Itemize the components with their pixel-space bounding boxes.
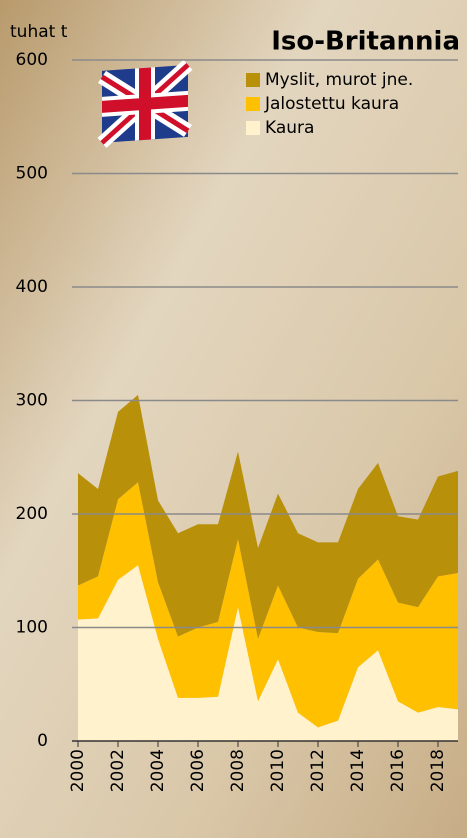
- y-tick-label: 200: [16, 504, 48, 524]
- chart-title: Iso-Britannia: [271, 27, 460, 57]
- area: [78, 482, 458, 728]
- y-tick-label: 300: [16, 391, 48, 411]
- grid: [72, 59, 458, 742]
- x-tick-label: 2010: [268, 749, 288, 792]
- legend-swatch: [246, 73, 260, 87]
- x-tick-label: 2004: [148, 749, 168, 792]
- x-tick-label: 2014: [348, 749, 368, 792]
- y-tick-label: 600: [16, 50, 48, 70]
- y-tick-label: 100: [16, 618, 48, 638]
- area: [78, 565, 458, 741]
- y-tick-label: 0: [37, 731, 48, 751]
- plot-area: [78, 394, 458, 741]
- legend-swatch: [246, 121, 260, 135]
- legend-label: Jalostettu kaura: [264, 94, 399, 114]
- legend-swatch: [246, 97, 260, 111]
- x-tick-label: 2006: [188, 749, 208, 792]
- x-tick-label: 2008: [228, 749, 248, 792]
- legend-label: Kaura: [265, 118, 314, 138]
- x-tick-label: 2018: [428, 749, 448, 792]
- legend-label: Myslit, murot jne.: [265, 70, 413, 90]
- x-tick-label: 2002: [108, 749, 128, 792]
- x-tick-label: 2000: [68, 749, 88, 792]
- x-tick-label: 2016: [388, 749, 408, 792]
- area: [78, 394, 458, 639]
- y-tick-label: 400: [16, 277, 48, 297]
- y-axis-label: tuhat t: [10, 22, 68, 42]
- x-tick-label: 2012: [308, 749, 328, 792]
- flag: [97, 59, 193, 148]
- y-tick-label: 500: [16, 164, 48, 184]
